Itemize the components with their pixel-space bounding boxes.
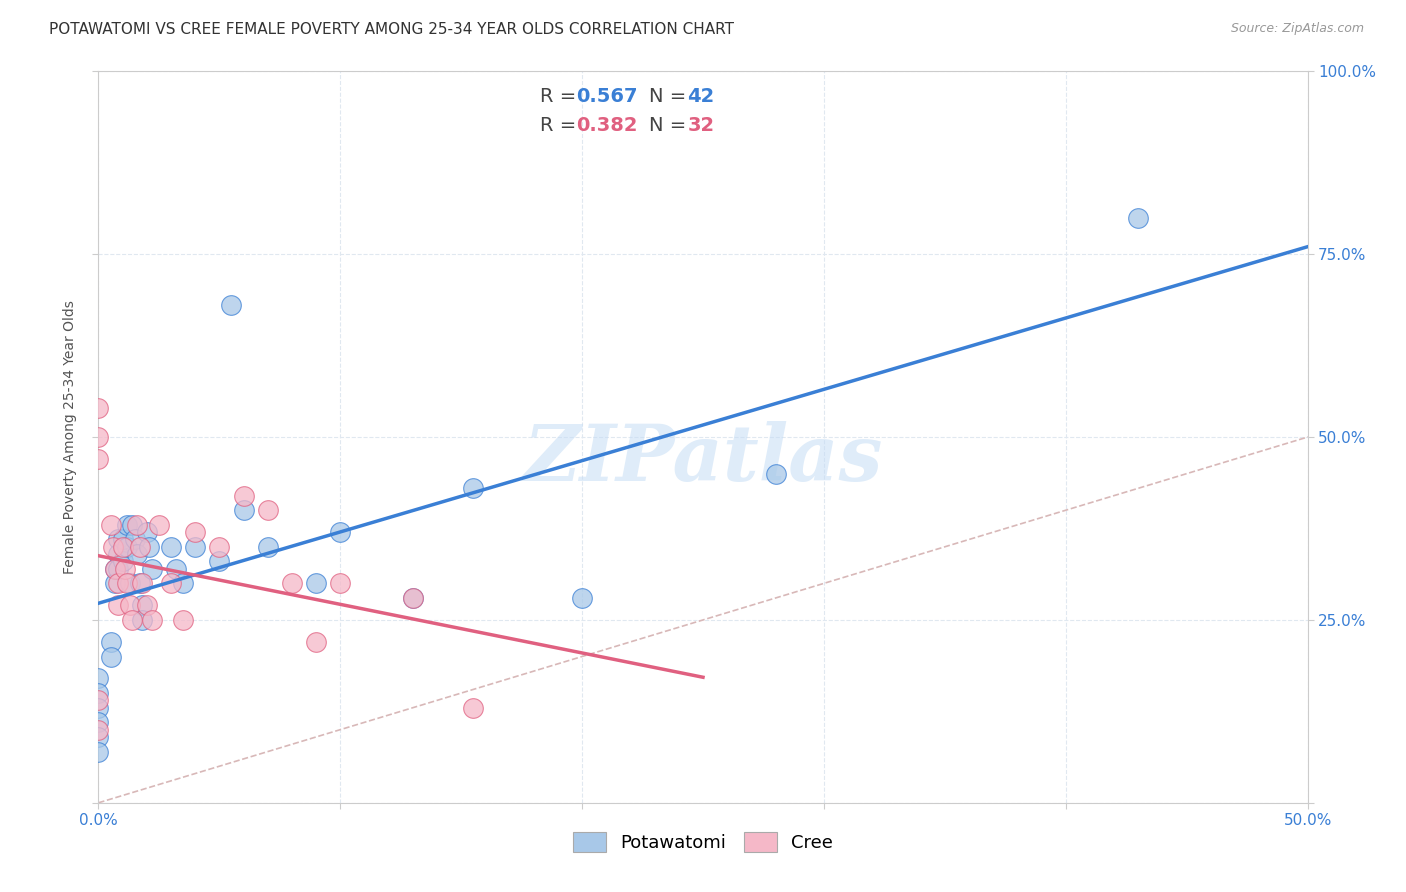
Point	[107, 576, 129, 591]
Point	[281, 576, 304, 591]
Point	[172, 613, 194, 627]
Point	[127, 547, 149, 561]
Text: 0.567: 0.567	[576, 87, 637, 106]
Point	[184, 525, 207, 540]
Point	[571, 591, 593, 605]
Point	[111, 533, 134, 547]
Text: 0.382: 0.382	[576, 116, 637, 136]
Point	[160, 540, 183, 554]
Point	[329, 576, 352, 591]
Point	[117, 576, 139, 591]
Text: N =: N =	[648, 116, 692, 136]
Point	[124, 533, 146, 547]
Point	[256, 503, 278, 517]
Point	[148, 517, 170, 532]
Text: 42: 42	[688, 87, 714, 106]
Point	[232, 503, 254, 517]
Point	[131, 576, 153, 591]
Point	[87, 452, 110, 467]
Point	[87, 745, 110, 759]
Point	[87, 430, 110, 444]
Point	[117, 540, 139, 554]
Point	[232, 489, 254, 503]
Point	[128, 576, 150, 591]
Text: ZIPatlas: ZIPatlas	[523, 421, 883, 497]
Point	[165, 562, 187, 576]
Point	[402, 591, 425, 605]
Text: POTAWATOMI VS CREE FEMALE POVERTY AMONG 25-34 YEAR OLDS CORRELATION CHART: POTAWATOMI VS CREE FEMALE POVERTY AMONG …	[49, 22, 734, 37]
Point	[208, 554, 231, 568]
Text: N =: N =	[648, 87, 692, 106]
Text: R =: R =	[540, 87, 582, 106]
Point	[208, 540, 231, 554]
Y-axis label: Female Poverty Among 25-34 Year Olds: Female Poverty Among 25-34 Year Olds	[63, 300, 77, 574]
Point	[111, 540, 134, 554]
Point	[114, 562, 136, 576]
Point	[107, 599, 129, 613]
Point	[117, 517, 139, 532]
Point	[131, 613, 153, 627]
Point	[128, 540, 150, 554]
Point	[101, 540, 124, 554]
Point	[765, 467, 787, 481]
Point	[87, 730, 110, 744]
Text: 32: 32	[688, 116, 714, 136]
Text: R =: R =	[540, 116, 582, 136]
Point	[118, 576, 141, 591]
Point	[135, 525, 157, 540]
Point	[118, 599, 141, 613]
Point	[1128, 211, 1150, 225]
Point	[221, 298, 243, 312]
Legend: Potawatomi, Cree: Potawatomi, Cree	[567, 824, 839, 860]
Point	[463, 481, 485, 495]
Text: Source: ZipAtlas.com: Source: ZipAtlas.com	[1230, 22, 1364, 36]
Point	[141, 562, 163, 576]
Point	[160, 576, 183, 591]
Point	[104, 562, 127, 576]
Point	[104, 562, 127, 576]
Point	[402, 591, 425, 605]
Point	[107, 533, 129, 547]
Point	[131, 599, 153, 613]
Point	[100, 649, 122, 664]
Point	[107, 547, 129, 561]
Point	[87, 401, 110, 415]
Point	[87, 723, 110, 737]
Point	[121, 517, 143, 532]
Point	[100, 635, 122, 649]
Point	[463, 700, 485, 714]
Point	[121, 613, 143, 627]
Point	[305, 576, 328, 591]
Point	[87, 715, 110, 730]
Point	[87, 700, 110, 714]
Point	[305, 635, 328, 649]
Point	[184, 540, 207, 554]
Point	[138, 540, 160, 554]
Point	[104, 576, 127, 591]
Point	[172, 576, 194, 591]
Point	[100, 517, 122, 532]
Point	[135, 599, 157, 613]
Point	[256, 540, 278, 554]
Point	[87, 672, 110, 686]
Point	[127, 517, 149, 532]
Point	[329, 525, 352, 540]
Point	[141, 613, 163, 627]
Point	[87, 686, 110, 700]
Point	[87, 693, 110, 707]
Point	[107, 562, 129, 576]
Point	[111, 554, 134, 568]
